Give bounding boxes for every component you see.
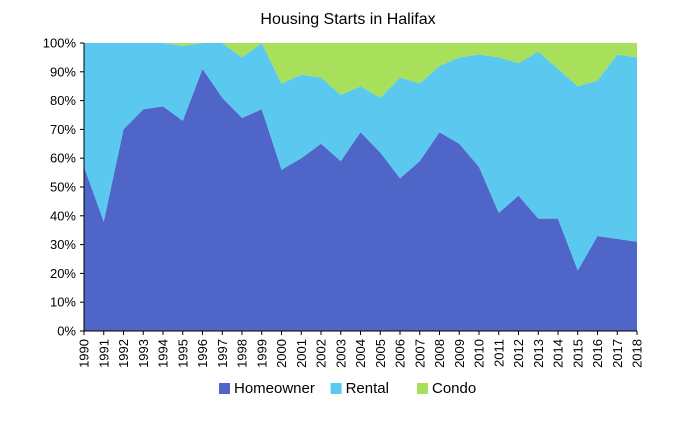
y-tick-label: 70%	[50, 122, 76, 137]
area-homeowner	[84, 68, 637, 332]
x-tick-label: 2004	[353, 339, 368, 368]
legend-label-homeowner: Homeowner	[234, 380, 315, 397]
legend-label-condo: Condo	[432, 380, 476, 397]
x-tick-label: 2007	[412, 339, 427, 368]
x-tick-label: 1991	[96, 339, 111, 368]
x-tick-label: 1995	[175, 339, 190, 368]
x-tick-label: 1990	[77, 339, 92, 368]
x-tick-label: 2010	[472, 339, 487, 368]
x-tick-label: 2015	[570, 339, 585, 368]
x-tick-label: 1997	[215, 339, 230, 368]
x-tick-label: 2016	[590, 339, 605, 368]
x-tick-label: 2011	[491, 339, 506, 367]
legend-label-rental: Rental	[346, 380, 389, 397]
x-tick-labels: 1990 1991 1992 1993 1994 1995 1996 1997 1998 1999…	[77, 331, 645, 368]
legend-swatch-rental	[330, 383, 342, 394]
x-tick-label: 2008	[432, 339, 447, 368]
x-tick-label: 1996	[195, 339, 210, 368]
area-rental	[84, 43, 637, 271]
x-tick-label: 2002	[314, 339, 329, 368]
area-condo	[84, 43, 637, 98]
chart-title: Housing Starts in Halifax	[260, 11, 435, 28]
x-tick-label: 2013	[531, 339, 546, 368]
x-tick-label: 2014	[551, 339, 566, 368]
y-tick-label: 10%	[50, 295, 76, 310]
x-tick-label: 2005	[373, 339, 388, 368]
y-tick-labels: 0% 10% 20% 30% 40% 50% 60% 70% 80% 90% 100%	[43, 36, 84, 339]
y-tick-label: 60%	[50, 151, 76, 166]
areas-layer	[84, 43, 637, 332]
y-tick-label: 90%	[50, 64, 76, 79]
x-tick-label: 2018	[630, 339, 645, 368]
legend: Homeowner Rental Condo	[219, 380, 476, 397]
x-tick-label: 2017	[610, 339, 625, 368]
x-tick-label: 1998	[235, 339, 250, 368]
x-tick-label: 2003	[333, 339, 348, 368]
y-tick-label: 0%	[57, 324, 76, 339]
x-tick-label: 1992	[116, 339, 131, 368]
y-tick-label: 80%	[50, 93, 76, 108]
y-tick-label: 30%	[50, 237, 76, 252]
x-tick-label: 1999	[254, 339, 269, 368]
legend-swatch-homeowner	[219, 383, 230, 394]
legend-swatch-condo	[417, 383, 428, 394]
x-tick-label: 2009	[452, 339, 467, 368]
y-tick-label: 40%	[50, 208, 76, 223]
x-tick-label: 2001	[294, 339, 309, 368]
y-tick-label: 100%	[43, 36, 77, 51]
x-tick-label: 1994	[156, 339, 171, 368]
y-tick-label: 50%	[50, 180, 76, 195]
x-tick-label: 1993	[136, 339, 151, 368]
x-tick-label: 2006	[393, 339, 408, 368]
x-tick-label: 2000	[274, 339, 289, 368]
y-tick-label: 20%	[50, 266, 76, 281]
x-tick-label: 2012	[511, 339, 526, 368]
